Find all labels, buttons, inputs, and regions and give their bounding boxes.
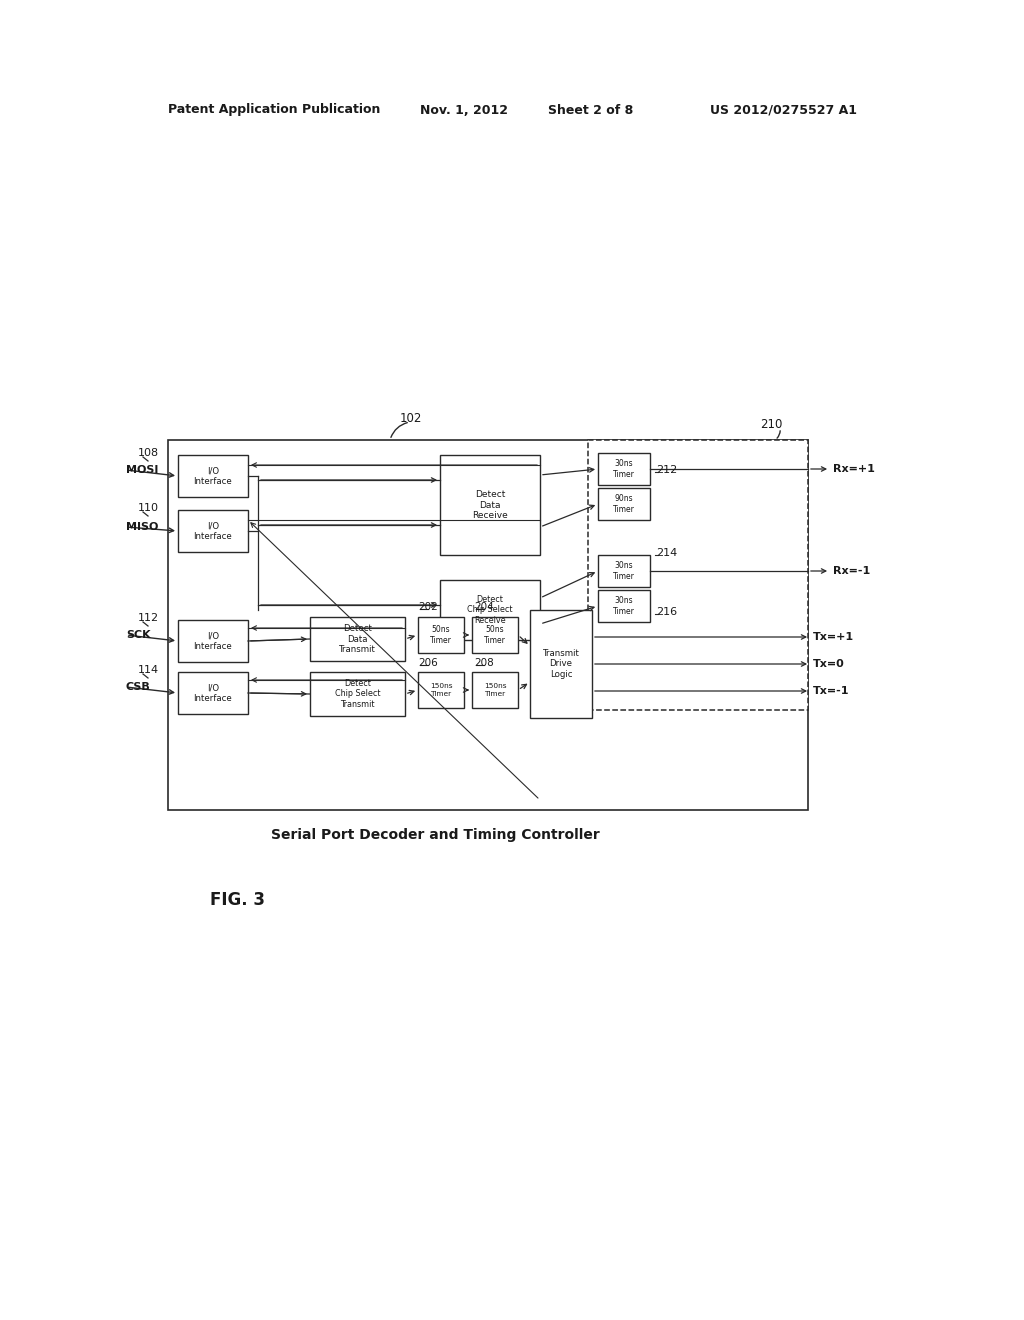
Text: 50ns
Timer: 50ns Timer	[484, 626, 506, 644]
Bar	[178, 620, 248, 663]
Bar	[598, 590, 650, 622]
Text: SCK: SCK	[126, 630, 151, 640]
Text: 214: 214	[656, 548, 677, 558]
Text: Detect
Chip Select
Receive: Detect Chip Select Receive	[467, 595, 513, 624]
Text: 208: 208	[474, 657, 494, 668]
Text: 114: 114	[138, 665, 159, 675]
Bar	[418, 672, 464, 708]
Text: 206: 206	[418, 657, 437, 668]
Text: I/O
Interface: I/O Interface	[194, 684, 232, 702]
Text: 102: 102	[400, 412, 422, 425]
Text: Rx=-1: Rx=-1	[833, 566, 870, 576]
Text: Detect
Data
Receive: Detect Data Receive	[472, 490, 508, 520]
Text: 30ns
Timer: 30ns Timer	[613, 597, 635, 615]
Text: 110: 110	[138, 503, 159, 513]
Text: I/O
Interface: I/O Interface	[194, 521, 232, 541]
Text: Serial Port Decoder and Timing Controller: Serial Port Decoder and Timing Controlle…	[270, 828, 599, 842]
Bar	[598, 488, 650, 520]
Text: I/O
Interface: I/O Interface	[194, 466, 232, 486]
Text: 108: 108	[138, 447, 159, 458]
Bar	[598, 554, 650, 587]
Text: CSB: CSB	[126, 682, 151, 692]
Text: I/O
Interface: I/O Interface	[194, 631, 232, 651]
Bar	[168, 440, 808, 810]
Text: 212: 212	[656, 465, 677, 475]
Text: Tx=-1: Tx=-1	[813, 686, 850, 696]
Text: 30ns
Timer: 30ns Timer	[613, 561, 635, 581]
Bar	[178, 455, 248, 498]
Bar	[178, 672, 248, 714]
Text: 210: 210	[760, 418, 782, 432]
Bar	[440, 455, 540, 554]
Text: MOSI: MOSI	[126, 465, 159, 475]
Text: Sheet 2 of 8: Sheet 2 of 8	[548, 103, 633, 116]
Text: 204: 204	[474, 602, 494, 612]
Bar	[472, 672, 518, 708]
Text: Rx=+1: Rx=+1	[833, 465, 874, 474]
Text: 202: 202	[418, 602, 437, 612]
Text: 30ns
Timer: 30ns Timer	[613, 459, 635, 479]
Text: 216: 216	[656, 607, 677, 616]
Text: 150ns
Timer: 150ns Timer	[430, 684, 453, 697]
Bar	[418, 616, 464, 653]
Bar	[588, 440, 808, 710]
Text: Patent Application Publication: Patent Application Publication	[168, 103, 380, 116]
Text: 50ns
Timer: 50ns Timer	[430, 626, 452, 644]
Text: Transmit
Drive
Logic: Transmit Drive Logic	[543, 649, 580, 678]
Bar	[178, 510, 248, 552]
Text: Detect
Data
Transmit: Detect Data Transmit	[339, 624, 376, 653]
Text: Detect
Chip Select
Transmit: Detect Chip Select Transmit	[335, 678, 380, 709]
Text: MISO: MISO	[126, 521, 159, 532]
Text: Tx=0: Tx=0	[813, 659, 845, 669]
Bar	[530, 610, 592, 718]
Text: FIG. 3: FIG. 3	[210, 891, 265, 909]
Text: US 2012/0275527 A1: US 2012/0275527 A1	[710, 103, 857, 116]
Text: Nov. 1, 2012: Nov. 1, 2012	[420, 103, 508, 116]
Bar	[472, 616, 518, 653]
Text: Tx=+1: Tx=+1	[813, 632, 854, 642]
Text: 150ns
Timer: 150ns Timer	[483, 684, 506, 697]
Bar	[440, 579, 540, 640]
Bar	[598, 453, 650, 484]
Text: 90ns
Timer: 90ns Timer	[613, 494, 635, 513]
Text: 112: 112	[138, 612, 159, 623]
Bar	[310, 616, 406, 661]
Bar	[310, 672, 406, 715]
